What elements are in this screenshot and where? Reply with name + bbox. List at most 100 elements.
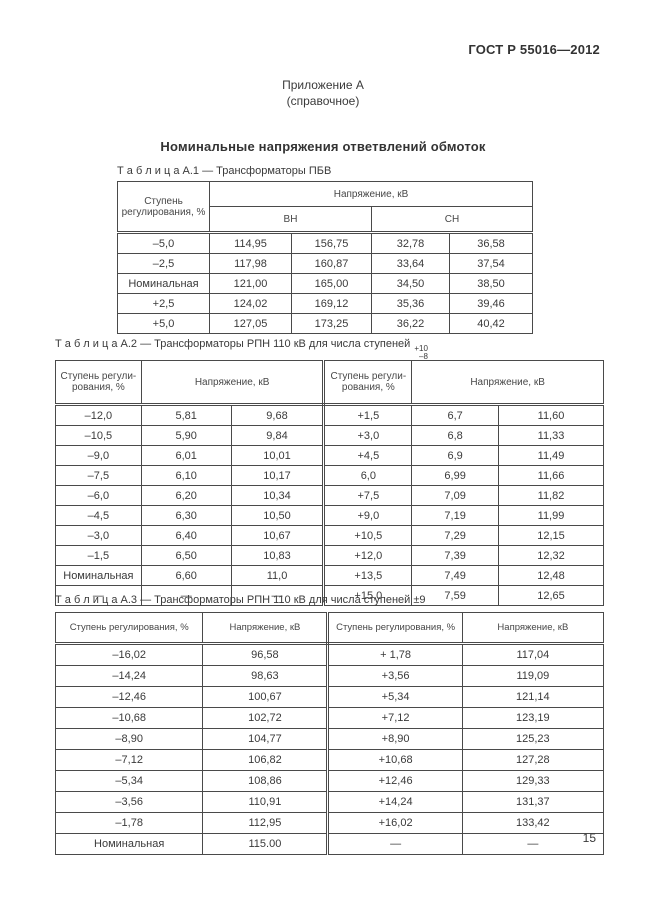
table-row: Номинальная 121,00 165,00 34,50 38,50 [117, 273, 534, 294]
table-cell: 131,37 [461, 791, 605, 813]
col-header-voltage-right: Напряжение, кВ [461, 612, 605, 645]
table-cell: +3,56 [327, 665, 463, 687]
table-cell: 11,49 [498, 445, 604, 466]
table-cell: 119,09 [461, 665, 605, 687]
table-cell: –12,0 [55, 404, 142, 426]
table-cell: 127,28 [461, 749, 605, 771]
table-row: –1,5 6,50 10,83 +12,0 7,39 12,32 [55, 545, 604, 566]
table-cell: +8,90 [327, 728, 463, 750]
table-cell: 6,30 [140, 505, 232, 526]
table-row: — — — +15,0 7,59 12,65 [55, 585, 604, 606]
table-row: –10,68 102,72 +7,12 123,19 [54, 707, 605, 729]
table-cell: 11,33 [498, 425, 604, 446]
table-cell: 11,99 [498, 505, 604, 526]
table-row: –3,56 110,91 +14,24 131,37 [54, 791, 605, 813]
table-cell: 36,58 [448, 232, 534, 254]
page-number: 15 [582, 831, 596, 845]
table-cell: +7,5 [323, 485, 413, 506]
table-cell: +10,5 [323, 525, 413, 546]
table-row: +5,0 127,05 173,25 36,22 40,42 [117, 313, 534, 334]
table-cell: 6,01 [140, 445, 232, 466]
table-cell: 6,99 [411, 465, 500, 486]
table-cell: 129,33 [461, 770, 605, 792]
table-row: –8,90 104,77 +8,90 125,23 [54, 728, 605, 750]
table-cell: 6,40 [140, 525, 232, 546]
table-a1-body: –5,0 114,95 156,75 32,78 36,58 –2,5 117,98 160,… [117, 232, 534, 334]
table-cell: –7,12 [54, 749, 204, 771]
table-row: +2,5 124,02 169,12 35,36 39,46 [117, 293, 534, 314]
table-cell: 10,17 [230, 465, 326, 486]
table-cell: 6,0 [323, 465, 413, 486]
table-cell: +12,46 [327, 770, 463, 792]
col-header-step-left: Ступень регули- рования, % [55, 360, 142, 406]
table-row: –5,0 114,95 156,75 32,78 36,58 [117, 232, 534, 254]
table-a3-caption: Т а б л и ц а А.3 — Трансформаторы РПН 1… [55, 594, 426, 606]
table-row: –5,34 108,86 +12,46 129,33 [54, 770, 605, 792]
table-cell: 11,66 [498, 465, 604, 486]
table-cell: –8,90 [54, 728, 204, 750]
table-a1-header: Ступень регулирования, % Напряжение, кВ … [117, 181, 534, 234]
col-header-step: Ступень регулирования, % [117, 181, 210, 234]
table-cell: 125,23 [461, 728, 605, 750]
table-row: –16,02 96,58 + 1,78 117,04 [54, 643, 605, 666]
table-cell: — [327, 833, 463, 855]
table-row: –12,0 5,81 9,68 +1,5 6,7 11,60 [55, 404, 604, 426]
table-cell: 121,00 [209, 273, 292, 294]
table-cell: Номинальная [54, 833, 204, 855]
table-cell: 5,90 [140, 425, 232, 446]
table-a1: Ступень регулирования, % Напряжение, кВ … [117, 181, 534, 334]
table-row: –6,0 6,20 10,34 +7,5 7,09 11,82 [55, 485, 604, 506]
table-cell: 6,50 [140, 545, 232, 566]
table-row: –3,0 6,40 10,67 +10,5 7,29 12,15 [55, 525, 604, 546]
table-cell: 6,60 [140, 565, 232, 586]
table-cell: 123,19 [461, 707, 605, 729]
table-cell: 121,14 [461, 686, 605, 708]
table-cell: –6,0 [55, 485, 142, 506]
table-cell: 5,81 [140, 404, 232, 426]
col-header-step-right: Ступень регулирования, % [327, 612, 463, 645]
annex-line2: (справочное) [286, 94, 360, 108]
table-cell: 9,68 [230, 404, 326, 426]
table-row: –12,46 100,67 +5,34 121,14 [54, 686, 605, 708]
table-cell: 100,67 [202, 686, 330, 708]
table-cell: 10,67 [230, 525, 326, 546]
table-cell: +7,12 [327, 707, 463, 729]
table-cell: 6,8 [411, 425, 500, 446]
table-cell: 12,48 [498, 565, 604, 586]
table-cell: 32,78 [371, 232, 450, 254]
table-cell: 156,75 [291, 232, 372, 254]
table-cell: –16,02 [54, 643, 204, 666]
col-header-voltage-right: Напряжение, кВ [411, 360, 604, 406]
table-cell: –5,34 [54, 770, 204, 792]
table-cell: +9,0 [323, 505, 413, 526]
col-header-voltage: Напряжение, кВ [208, 181, 534, 207]
table-row: –1,78 112,95 +16,02 133,42 [54, 812, 605, 834]
table-row: –10,5 5,90 9,84 +3,0 6,8 11,33 [55, 425, 604, 446]
table-cell: 6,9 [411, 445, 500, 466]
table-cell: Номинальная [117, 273, 210, 294]
table-cell: –7,5 [55, 465, 142, 486]
table-cell: +4,5 [323, 445, 413, 466]
table-cell: 114,95 [209, 232, 292, 254]
table-cell: — [461, 833, 605, 855]
table-cell: –5,0 [117, 232, 210, 254]
table-cell: 40,42 [448, 313, 534, 334]
steps-lower: –8 [419, 352, 428, 361]
col-header-step-left: Ступень регулирования, % [54, 612, 204, 645]
table-cell: 7,19 [411, 505, 500, 526]
table-row: Номинальная 6,60 11,0 +13,5 7,49 12,48 [55, 565, 604, 586]
table-a3-body: –16,02 96,58 + 1,78 117,04 –14,24 98,63 +3,56 1… [54, 643, 605, 855]
table-cell: 11,82 [498, 485, 604, 506]
table-cell: –10,5 [55, 425, 142, 446]
table-cell: — [230, 585, 326, 606]
table-cell: +5,0 [117, 313, 210, 334]
table-row: –7,12 106,82 +10,68 127,28 [54, 749, 605, 771]
table-cell: –3,0 [55, 525, 142, 546]
table-cell: +12,0 [323, 545, 413, 566]
table-cell: +16,02 [327, 812, 463, 834]
table-a2-body: –12,0 5,81 9,68 +1,5 6,7 11,60 –10,5 5,90 9,84 +3… [55, 404, 604, 606]
table-cell: 38,50 [448, 273, 534, 294]
table-cell: 11,60 [498, 404, 604, 426]
table-cell: 12,32 [498, 545, 604, 566]
col-header-voltage-left: Напряжение, кВ [140, 360, 326, 406]
